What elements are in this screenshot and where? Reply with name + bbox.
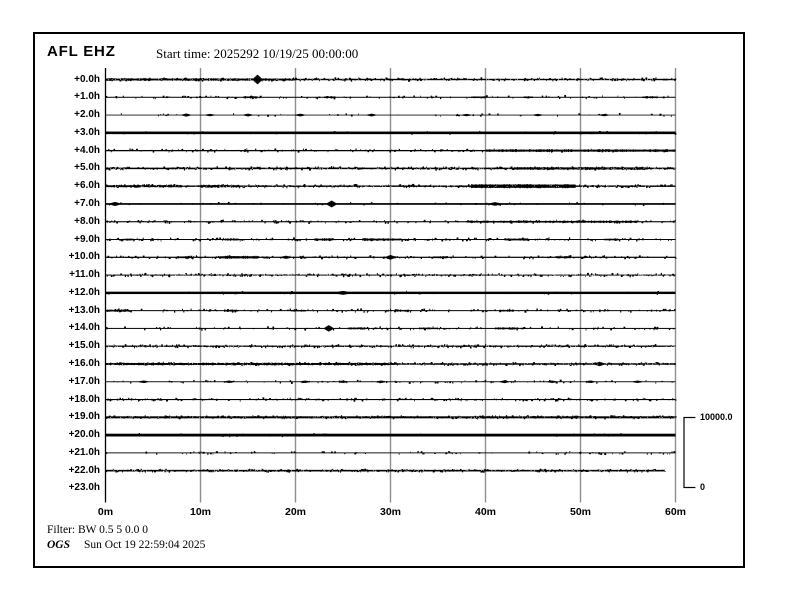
hour-label: +20.0h: [68, 429, 100, 441]
hour-label: +7.0h: [74, 197, 100, 209]
credit-line: OGS Sun Oct 19 22:59:04 2025: [47, 539, 205, 551]
hour-label: +0.0h: [74, 73, 100, 85]
hour-label: +13.0h: [68, 304, 100, 316]
hour-label: +19.0h: [68, 411, 100, 423]
generated-timestamp: Sun Oct 19 22:59:04 2025: [84, 539, 206, 551]
minute-label: 10m: [189, 506, 212, 518]
hour-label: +15.0h: [68, 340, 100, 352]
hour-label: +18.0h: [68, 393, 100, 405]
minute-label: 50m: [569, 506, 592, 518]
scale-min-label: 0: [700, 482, 706, 492]
station-title: AFL EHZ: [47, 43, 116, 60]
agency-name: OGS: [47, 539, 71, 551]
start-time-label: Start time: 2025292 10/19/25 00:00:00: [156, 46, 359, 61]
hour-label: +14.0h: [68, 322, 100, 334]
hour-label: +8.0h: [74, 215, 100, 227]
hour-label: +5.0h: [74, 162, 100, 174]
hour-label: +17.0h: [68, 375, 100, 387]
scale-max-label: 10000.0: [700, 412, 733, 422]
hour-label: +11.0h: [69, 269, 100, 281]
hour-label: +22.0h: [68, 464, 100, 476]
hour-label: +3.0h: [74, 126, 100, 138]
hour-label: +12.0h: [68, 286, 100, 298]
hour-label: +4.0h: [74, 144, 100, 156]
hour-label: +10.0h: [68, 251, 100, 263]
filter-info: Filter: BW 0.5 5 0.0 0: [47, 524, 149, 536]
hour-label: +23.0h: [68, 482, 100, 494]
minute-label: 0m: [97, 506, 114, 518]
hour-label: +1.0h: [74, 91, 100, 103]
minute-label: 30m: [379, 506, 402, 518]
hour-label: +16.0h: [68, 357, 100, 369]
hour-label: +21.0h: [68, 446, 100, 458]
minute-label: 20m: [284, 506, 307, 518]
hour-label: +6.0h: [74, 180, 100, 192]
hour-label: +2.0h: [74, 109, 100, 121]
minute-label: 40m: [474, 506, 497, 518]
minute-label: 60m: [664, 506, 687, 518]
hour-label: +9.0h: [74, 233, 100, 245]
